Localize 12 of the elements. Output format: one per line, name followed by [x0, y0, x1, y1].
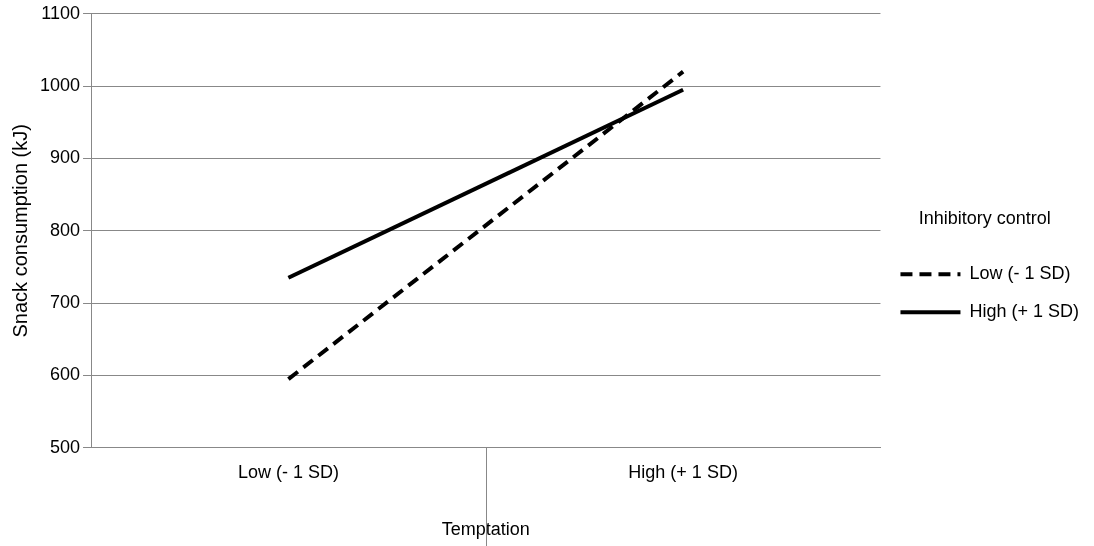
legend-label: High (+ 1 SD)	[969, 301, 1080, 322]
legend-title: Inhibitory control	[918, 207, 1051, 228]
y-tick-label: 700	[50, 292, 81, 313]
y-tick-label: 600	[50, 364, 81, 385]
y-axis-title: Snack consumption (kJ)	[8, 124, 31, 338]
y-tick-label: 1100	[41, 2, 81, 23]
y-tick-label: 900	[50, 147, 81, 168]
y-tick-label: 1000	[40, 75, 81, 96]
x-axis-title: Temptation	[441, 519, 530, 540]
y-tick-label: 500	[50, 436, 81, 457]
y-tick-label: 800	[50, 219, 81, 240]
legend-label: Low (- 1 SD)	[969, 263, 1071, 284]
